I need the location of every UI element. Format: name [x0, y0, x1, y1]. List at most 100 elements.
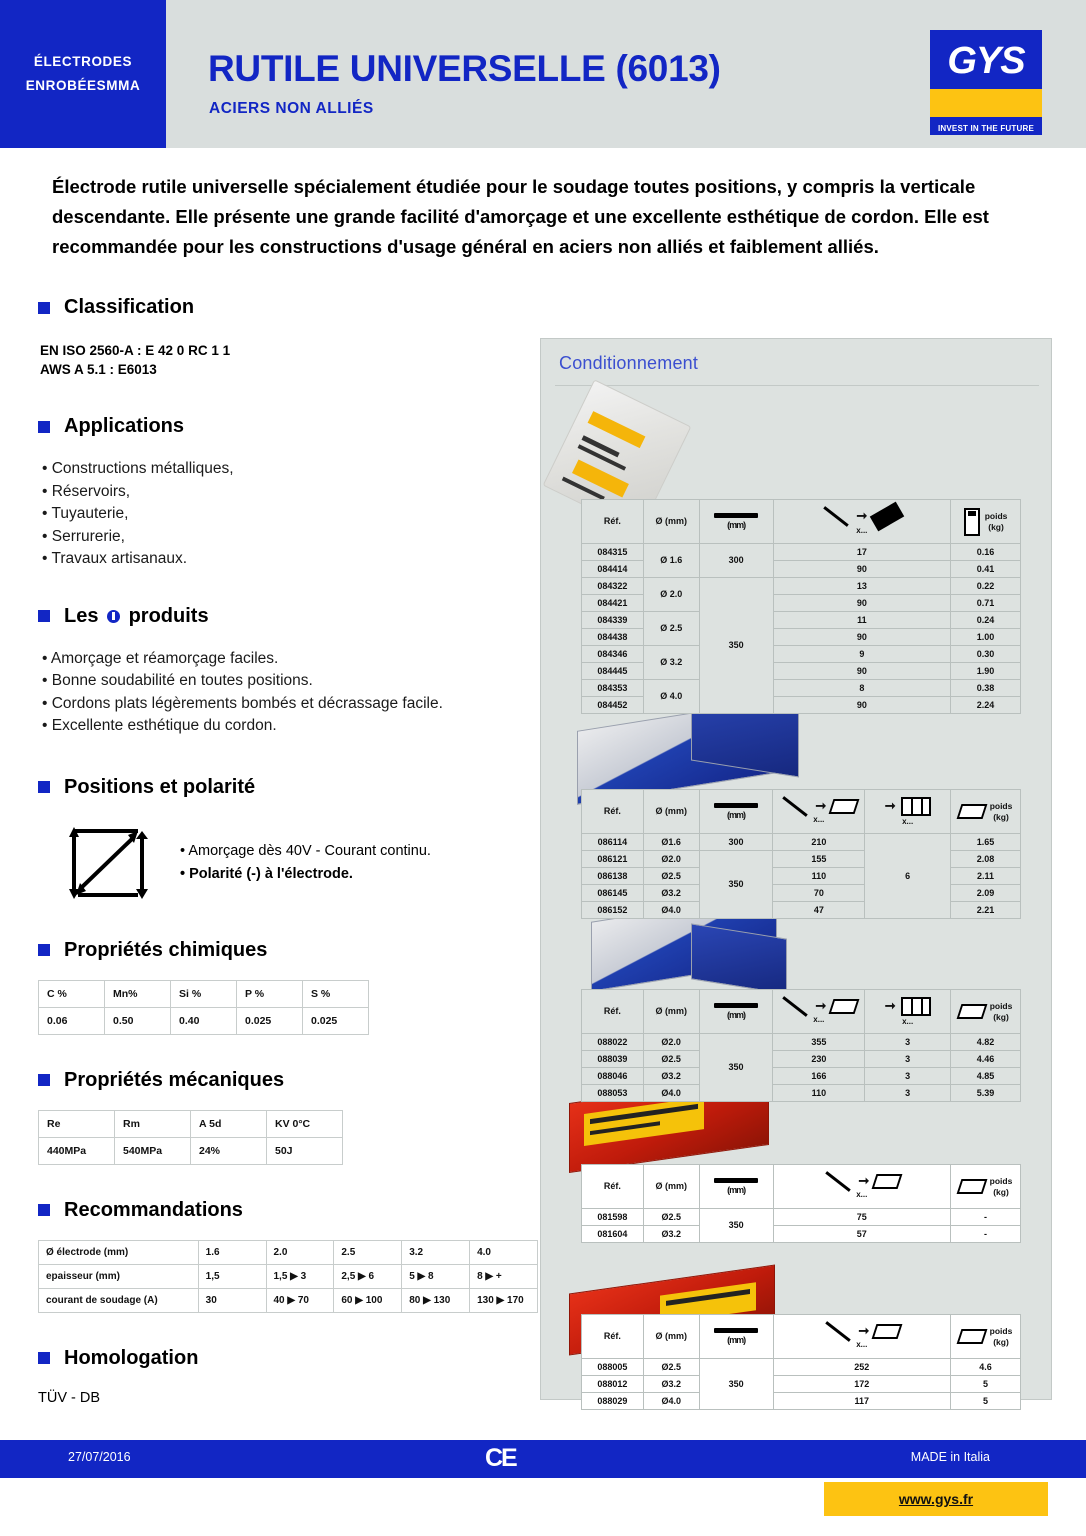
classification-block: EN ISO 2560-A : E 42 0 RC 1 1 AWS A 5.1 …: [40, 341, 538, 379]
cell-diameter: Ø3.2: [642, 884, 700, 902]
cell-qty: 90: [772, 662, 952, 680]
table-row: Re Rm A 5d KV 0°C: [38, 1109, 343, 1138]
cell-weight: 2.09: [950, 884, 1021, 902]
cell-qty: 230: [772, 1050, 866, 1068]
section-header-positions: Positions et polarité: [38, 776, 538, 799]
cell-weight: 5.39: [950, 1084, 1021, 1102]
cell-ref: 086114: [581, 833, 644, 851]
cell-diameter: Ø2.5: [642, 1208, 700, 1226]
arrow-right-icon: ➞: [884, 798, 896, 813]
cell-qty: 57: [772, 1225, 952, 1243]
website-link[interactable]: www.gys.fr: [824, 1482, 1048, 1516]
table-row: 086152 Ø4.0 47 2.21: [581, 901, 1021, 919]
column-header: A 5d: [190, 1109, 267, 1138]
table-cell: 3.2: [401, 1239, 471, 1265]
welding-positions-icon: [69, 826, 148, 899]
cell-qty2: 3: [864, 1084, 952, 1102]
table-cell: 80 ▶ 130: [401, 1287, 471, 1313]
cell-ref: 084414: [581, 560, 644, 578]
cell-length: 350: [698, 1033, 774, 1102]
cell-length: 350: [698, 1358, 774, 1410]
table-row: 084315 Ø 1.6 300 17 0.16: [581, 543, 1021, 578]
section-title-produits: Les produits: [64, 605, 209, 628]
cell-ref: 088022: [581, 1033, 644, 1051]
cell-qty: 13: [772, 577, 952, 595]
column-header-weight: poids (kg): [950, 1164, 1021, 1209]
section-header-produits: Les produits: [38, 605, 538, 628]
electrode-to-box-icon: ➞: [776, 795, 861, 817]
list-item: Polarité (-) à l'électrode.: [180, 863, 431, 886]
weight-unit: (kg): [993, 1186, 1009, 1197]
cell-ref: 084445: [581, 662, 644, 680]
logo-wordmark: GYS: [947, 40, 1025, 82]
list-item: Bonne soudabilité en toutes positions.: [42, 670, 538, 693]
recommendations-table: Ø électrode (mm) 1.6 2.0 2.5 3.2 4.0 epa…: [38, 1239, 538, 1313]
conditionnement-table-etui: Réf. Ø (mm) (mm) ➞ x: [581, 789, 1021, 919]
page-footer: 27/07/2016 CE MADE in Italia: [0, 1440, 1086, 1478]
table-row: 084322 Ø 2.0 350 13 0.22: [581, 577, 1021, 714]
section-title-mecaniques: Propriétés mécaniques: [64, 1068, 285, 1091]
table-cell: 8 ▶ +: [469, 1263, 538, 1289]
header-category-tab: ÉLECTRODES ENROBÉESMMA: [0, 0, 166, 148]
header-category-line2: ENROBÉESMMA: [25, 78, 141, 93]
cell-diameter: Ø 3.2: [642, 645, 700, 680]
column-header-ref: Réf.: [581, 1164, 644, 1209]
table-row: 081598 Ø2.5 350 75 -: [581, 1208, 1021, 1243]
list-item: Constructions métalliques,: [42, 458, 538, 481]
cell-diameter: Ø 4.0: [642, 679, 700, 714]
table-cell: 0.025: [236, 1006, 303, 1035]
table-cell: 0.40: [170, 1006, 237, 1035]
table-row: 086145 Ø3.2 70 2.09: [581, 884, 1021, 902]
table-row: 088022 Ø2.0 350 355 3 4.82: [581, 1033, 1021, 1102]
column-header-qty: ➞ x...: [772, 789, 866, 834]
table-cell: 24%: [190, 1136, 267, 1165]
logo-yellow-bar: [930, 89, 1042, 117]
table-row: 084452 90 2.24: [581, 696, 1021, 714]
column-header-qty2: ➞ x...: [864, 789, 952, 834]
section-title-homologation: Homologation: [64, 1346, 199, 1369]
column-header-qty: ➞ x...: [772, 989, 866, 1034]
cell-diameter: Ø4.0: [642, 901, 700, 919]
length-unit: (mm): [726, 1009, 746, 1020]
table-row: courant de soudage (A) 30 40 ▶ 70 60 ▶ 1…: [38, 1287, 538, 1313]
qty2-multiplier-label: x...: [902, 816, 914, 826]
qty-multiplier-label: x...: [856, 525, 868, 535]
cell-diameter: Ø4.0: [642, 1392, 700, 1410]
cell-weight: 2.24: [950, 696, 1021, 714]
cell-qty: 210: [772, 833, 866, 851]
table-cell: 2.5: [333, 1239, 403, 1265]
cell-weight: 4.46: [950, 1050, 1021, 1068]
electrode-to-box-icon: ➞: [776, 995, 861, 1017]
length-unit: (mm): [727, 1334, 746, 1345]
cell-ref: 088012: [581, 1375, 644, 1393]
arrow-right-icon: ➞: [884, 998, 896, 1013]
table-header-row: Réf. Ø (mm) (mm) ➞ x: [581, 1314, 1021, 1359]
length-unit: (mm): [726, 809, 746, 820]
section-title-positions: Positions et polarité: [64, 775, 256, 798]
table-header-row: Réf. Ø (mm) (mm) ➞ x: [581, 499, 1021, 544]
column-header-ref: Réf.: [581, 1314, 644, 1359]
weight-unit: (kg): [988, 521, 1004, 532]
cell-weight: -: [950, 1225, 1021, 1243]
box-icon: [871, 1323, 903, 1339]
table-row: 084438 90 1.00: [581, 628, 1021, 646]
arrow-right-icon: ➞: [858, 1173, 870, 1188]
column-header: Rm: [114, 1109, 191, 1138]
conditionnement-table-rouge-petite: Réf. Ø (mm) (mm) ➞ x: [581, 1164, 1021, 1243]
weight-label: poids: [989, 1000, 1013, 1011]
table-row: 084421 90 0.71: [581, 594, 1021, 612]
cell-diameter: Ø3.2: [642, 1375, 700, 1393]
conditionnement-panel: Conditionnement Réf. Ø (mm) (mm): [540, 338, 1052, 1410]
cell-ref: 086138: [581, 867, 644, 885]
column-header-ref: Réf.: [581, 789, 644, 834]
table-cell: 0.50: [104, 1006, 171, 1035]
table-cell: 2,5 ▶ 6: [333, 1263, 403, 1289]
weight-label: poids: [989, 1325, 1013, 1336]
chemical-properties-table: C % Mn% Si % P % S % 0.06 0.50 0.40 0.02…: [38, 979, 369, 1035]
list-item: Amorçage et réamorçage faciles.: [42, 648, 538, 671]
footer-date: 27/07/2016: [68, 1450, 131, 1464]
positions-row: Amorçage dès 40V - Courant continu. Pola…: [38, 821, 538, 905]
weight-unit: (kg): [993, 1336, 1009, 1347]
list-item: Serrurerie,: [42, 526, 538, 549]
table-row: 440MPa 540MPa 24% 50J: [38, 1136, 343, 1165]
